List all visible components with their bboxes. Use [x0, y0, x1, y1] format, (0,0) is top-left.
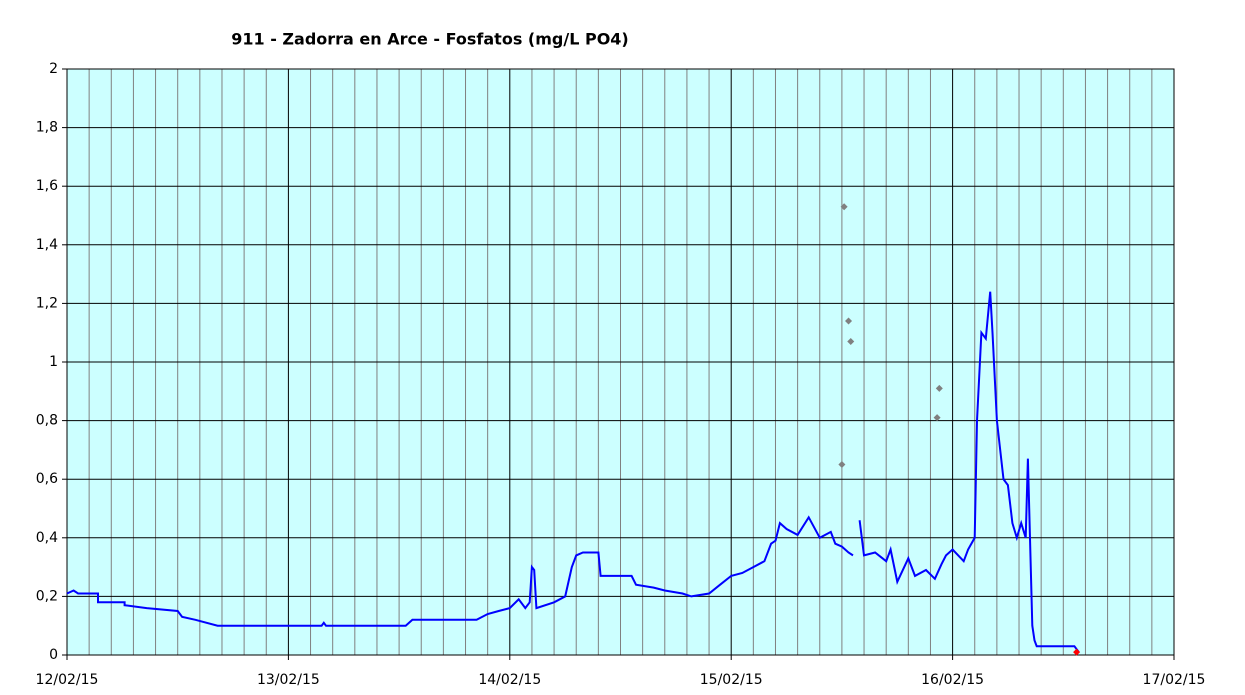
data-point [1073, 648, 1081, 656]
y-tick-label: 0 [49, 647, 58, 663]
y-tick-label: 0,8 [36, 413, 58, 429]
x-tick-label: 15/02/15 [700, 672, 763, 688]
data-point [838, 461, 846, 469]
data-point [935, 384, 943, 392]
y-tick-label: 1,4 [36, 237, 58, 253]
y-tick-label: 1,2 [36, 295, 58, 311]
data-point [847, 337, 855, 345]
plot-border [66, 68, 1175, 656]
y-tick-label: 0,2 [36, 588, 58, 604]
chart-title: 911 - Zadorra en Arce - Fosfatos (mg/L P… [231, 30, 628, 49]
data-point [845, 317, 853, 325]
y-tick-label: 0,4 [36, 530, 58, 546]
x-tick-label: 14/02/15 [478, 672, 541, 688]
y-tick-label: 1,8 [36, 120, 58, 136]
y-tick-label: 0,6 [36, 471, 58, 487]
x-tick-label: 13/02/15 [257, 672, 320, 688]
y-tick-label: 1 [49, 354, 58, 370]
data-point [933, 414, 941, 422]
x-tick-label: 17/02/15 [1143, 672, 1206, 688]
y-tick-label: 2 [49, 61, 58, 77]
data-line [66, 291, 1080, 653]
x-tick-label: 12/02/15 [36, 672, 99, 688]
y-tick-label: 1,6 [36, 178, 58, 194]
data-point [840, 203, 848, 211]
x-tick-label: 16/02/15 [921, 672, 984, 688]
